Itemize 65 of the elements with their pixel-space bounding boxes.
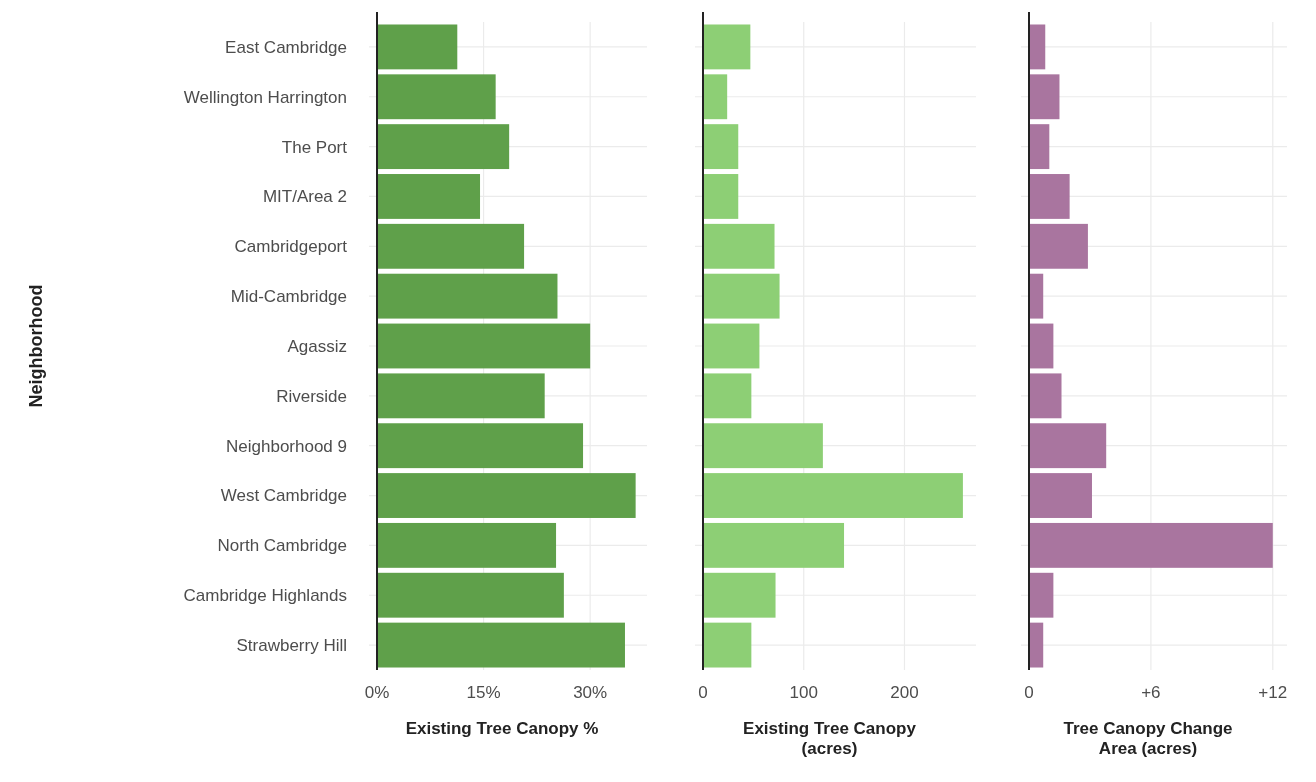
y-tick-label: East Cambridge	[225, 37, 347, 57]
bar	[377, 74, 496, 120]
y-tick-label: North Cambridge	[217, 536, 347, 556]
x-axis-title: Existing Tree Canopy (acres)	[743, 719, 917, 758]
bar	[1029, 124, 1050, 170]
bar	[377, 273, 558, 319]
y-tick-label: Neighborhood 9	[226, 436, 347, 456]
bar	[703, 223, 775, 269]
bar	[703, 174, 739, 219]
bar	[1029, 423, 1107, 469]
bar	[377, 473, 636, 518]
x-tick-label: +12	[1258, 683, 1288, 702]
bar	[1029, 572, 1054, 618]
bar	[377, 323, 591, 369]
x-tick-label: 200	[890, 683, 919, 702]
x-tick-label: 30%	[573, 683, 608, 702]
y-tick-label: Cambridge Highlands	[183, 586, 347, 606]
y-tick-label: MIT/Area 2	[262, 187, 347, 207]
y-tick-label: Wellington Harrington	[183, 87, 347, 107]
x-axis-title: Tree Canopy Change Area (acres)	[1063, 719, 1233, 758]
bar	[1029, 74, 1060, 120]
bar	[703, 24, 751, 70]
y-tick-label: Agassiz	[287, 336, 347, 356]
bar	[703, 124, 739, 170]
bar	[1029, 473, 1092, 518]
x-tick-label: 0	[1024, 683, 1034, 702]
y-tick-label: Strawberry Hill	[236, 636, 347, 656]
bar	[703, 423, 823, 469]
bar	[703, 622, 752, 668]
x-tick-label: 0%	[364, 683, 390, 702]
bar	[377, 622, 625, 668]
bar	[377, 373, 545, 419]
bar	[1029, 323, 1054, 369]
bar	[377, 223, 525, 269]
bar	[1029, 223, 1088, 269]
bar	[703, 273, 780, 319]
bar	[703, 572, 776, 618]
bar	[1029, 24, 1046, 70]
y-tick-label: The Port	[281, 137, 348, 157]
bar	[377, 423, 584, 469]
bar	[703, 522, 845, 568]
x-tick-label: 100	[789, 683, 818, 702]
bar	[703, 323, 760, 369]
bar	[703, 74, 728, 120]
x-axis-title: Existing Tree Canopy %	[405, 719, 599, 738]
bar	[1029, 622, 1044, 668]
bar	[1029, 174, 1070, 219]
bar	[1029, 273, 1044, 319]
bar	[377, 174, 481, 219]
bar	[703, 373, 752, 419]
bar	[377, 124, 510, 170]
x-tick-label: 0	[698, 683, 708, 702]
y-tick-label: Mid-Cambridge	[230, 287, 347, 307]
bar	[1029, 373, 1062, 419]
x-tick-label: +6	[1141, 683, 1161, 702]
bar	[377, 522, 557, 568]
y-axis-title: Neighborhood	[26, 284, 46, 408]
y-tick-label: West Cambridge	[220, 486, 347, 506]
y-tick-label: Cambridgeport	[234, 237, 348, 257]
x-tick-label: 15%	[466, 683, 501, 702]
bar	[703, 473, 963, 518]
bar	[377, 24, 458, 70]
bar	[1029, 522, 1273, 568]
bar	[377, 572, 564, 618]
y-tick-label: Riverside	[276, 386, 347, 406]
